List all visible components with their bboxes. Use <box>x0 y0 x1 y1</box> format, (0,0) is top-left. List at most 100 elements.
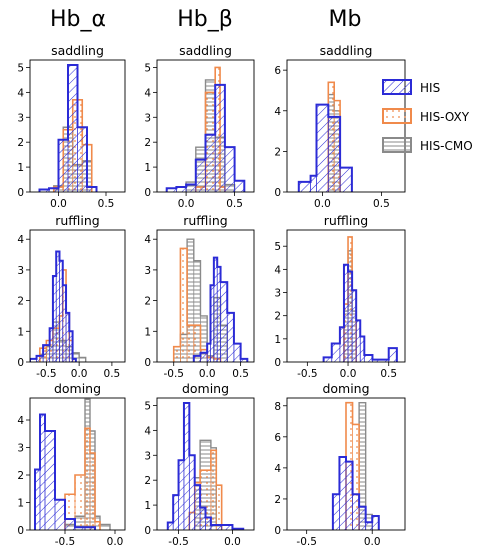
y-tick-label: 1 <box>274 334 281 346</box>
y-tick-label: 3 <box>17 265 24 277</box>
legend-label-his-oxy: HIS-OXY <box>420 110 470 124</box>
y-tick-label: 4 <box>144 234 151 246</box>
histogram-series-group <box>34 398 111 530</box>
y-tick-label: 8 <box>274 401 281 413</box>
x-tick-label: 0.5 <box>380 368 397 380</box>
y-tick-label: 4 <box>144 425 151 437</box>
panel-ruffling-2: ruffling 0 1 2 3 4 5 -0.5 0.0 0.5 <box>274 213 406 380</box>
y-tick-label: 2 <box>274 494 281 506</box>
panel-title: saddling <box>320 43 373 58</box>
axes-frame <box>156 397 255 531</box>
y-tick-label: 1 <box>17 326 24 338</box>
x-tick-label: -0.5 <box>297 368 318 380</box>
histogram-outline-his <box>30 250 77 362</box>
panel-saddling-1: saddling 0 1 2 3 4 5 0.0 0.5 <box>144 43 255 210</box>
panel-title: ruffling <box>183 213 227 228</box>
y-tick-label: 1 <box>144 326 151 338</box>
histogram-fill-his <box>332 457 379 530</box>
x-tick-label: 0.5 <box>232 368 249 380</box>
y-tick-label: 4 <box>17 415 24 427</box>
histogram-series-group <box>165 66 246 192</box>
x-tick-label: 0.0 <box>224 536 241 548</box>
x-tick-label: -0.5 <box>168 536 189 548</box>
panel-saddling-0: saddling 0 1 2 3 4 5 0.0 0.5 <box>17 43 126 210</box>
y-tick-label: 0 <box>17 525 24 537</box>
legend-swatch-his-cmo <box>382 137 412 153</box>
x-tick-label: 0.0 <box>364 536 381 548</box>
y-tick-label: 3 <box>144 450 151 462</box>
x-tick-label: 0.0 <box>199 368 216 380</box>
axes-frame <box>29 397 126 531</box>
histogram-outline-his <box>38 63 98 192</box>
histogram-outline-his-oxy <box>327 81 341 192</box>
x-tick-label: 0.5 <box>373 198 390 210</box>
panel-title: saddling <box>179 43 232 58</box>
histogram-series-group <box>331 401 380 530</box>
y-tick-label: 4 <box>274 264 281 276</box>
histogram-outline-his <box>322 263 398 362</box>
y-tick-label: 1 <box>144 500 151 512</box>
panels: saddling 0 1 2 3 4 5 0.0 0.5 saddling 0 1 2 3 4 5 0.0 0.5… <box>17 43 406 548</box>
legend-swatch-his-oxy <box>382 108 412 124</box>
panel-ruffling-1: ruffling 0 1 2 3 4 -0.5 0.0 0.5 <box>144 213 255 380</box>
y-tick-label: 3 <box>274 288 281 300</box>
y-tick-label: 2 <box>144 296 151 308</box>
y-tick-label: 2 <box>17 470 24 482</box>
axes-frame <box>29 229 126 363</box>
y-tick-label: 0 <box>144 525 151 537</box>
y-tick-label: 0 <box>144 187 151 199</box>
panel-doming-0: doming 0 1 2 3 4 -0.5 0.0 <box>17 381 126 548</box>
column-title-mb: Mb <box>329 7 362 32</box>
legend-label-his: HIS <box>420 81 440 95</box>
x-tick-label: 0.5 <box>104 368 121 380</box>
x-tick-label: 0.0 <box>314 198 331 210</box>
histogram-outline-his <box>297 103 353 192</box>
panel-title: ruffling <box>324 213 368 228</box>
y-tick-label: 2 <box>144 137 151 149</box>
histogram-outline-his <box>331 456 380 530</box>
y-tick-label: 0 <box>17 357 24 369</box>
histogram-outline-his-oxy <box>64 427 101 530</box>
y-tick-label: 0 <box>274 525 281 537</box>
panel-doming-2: doming 0 2 4 6 8 -0.5 0.0 <box>274 381 406 548</box>
y-tick-label: 6 <box>274 432 281 444</box>
x-tick-label: 0.0 <box>178 198 195 210</box>
y-tick-label: 5 <box>144 400 151 412</box>
axes-frame <box>156 229 255 363</box>
x-tick-label: -0.5 <box>55 536 76 548</box>
y-tick-label: 4 <box>274 106 281 118</box>
y-tick-label: 4 <box>17 234 24 246</box>
y-tick-label: 3 <box>144 112 151 124</box>
x-tick-label: -0.5 <box>296 536 317 548</box>
y-tick-label: 4 <box>17 87 24 99</box>
y-tick-label: 3 <box>17 443 24 455</box>
axes-frame <box>286 229 406 363</box>
panel-title: doming <box>54 381 101 396</box>
y-tick-label: 4 <box>144 87 151 99</box>
y-tick-label: 0 <box>17 187 24 199</box>
y-tick-label: 3 <box>17 112 24 124</box>
histogram-series-group <box>322 236 398 362</box>
panel-title: doming <box>322 381 369 396</box>
legend: HIS HIS-OXY HIS-CMO <box>382 79 473 153</box>
histogram-outline-his-oxy <box>345 401 360 530</box>
histogram-fill-his <box>323 264 397 362</box>
histogram-series-group <box>38 63 98 192</box>
panel-title: saddling <box>51 43 104 58</box>
axes-frame <box>286 397 406 531</box>
histogram-fill-his <box>298 104 352 192</box>
axes-frame <box>286 59 406 193</box>
histogram-fill-his-cmo <box>359 402 373 530</box>
y-tick-label: 5 <box>274 241 281 253</box>
y-tick-label: 1 <box>17 162 24 174</box>
panel-doming-1: doming 0 1 2 3 4 5 -0.5 0.0 <box>144 381 255 548</box>
y-tick-label: 1 <box>17 498 24 510</box>
histogram-outline-his <box>165 83 246 192</box>
x-tick-label: 0.0 <box>71 368 88 380</box>
legend-swatch-his <box>382 79 412 95</box>
x-tick-label: 0.5 <box>98 198 115 210</box>
y-tick-label: 4 <box>274 463 281 475</box>
histogram-series-group <box>297 81 353 192</box>
histogram-fill-his <box>35 414 95 530</box>
